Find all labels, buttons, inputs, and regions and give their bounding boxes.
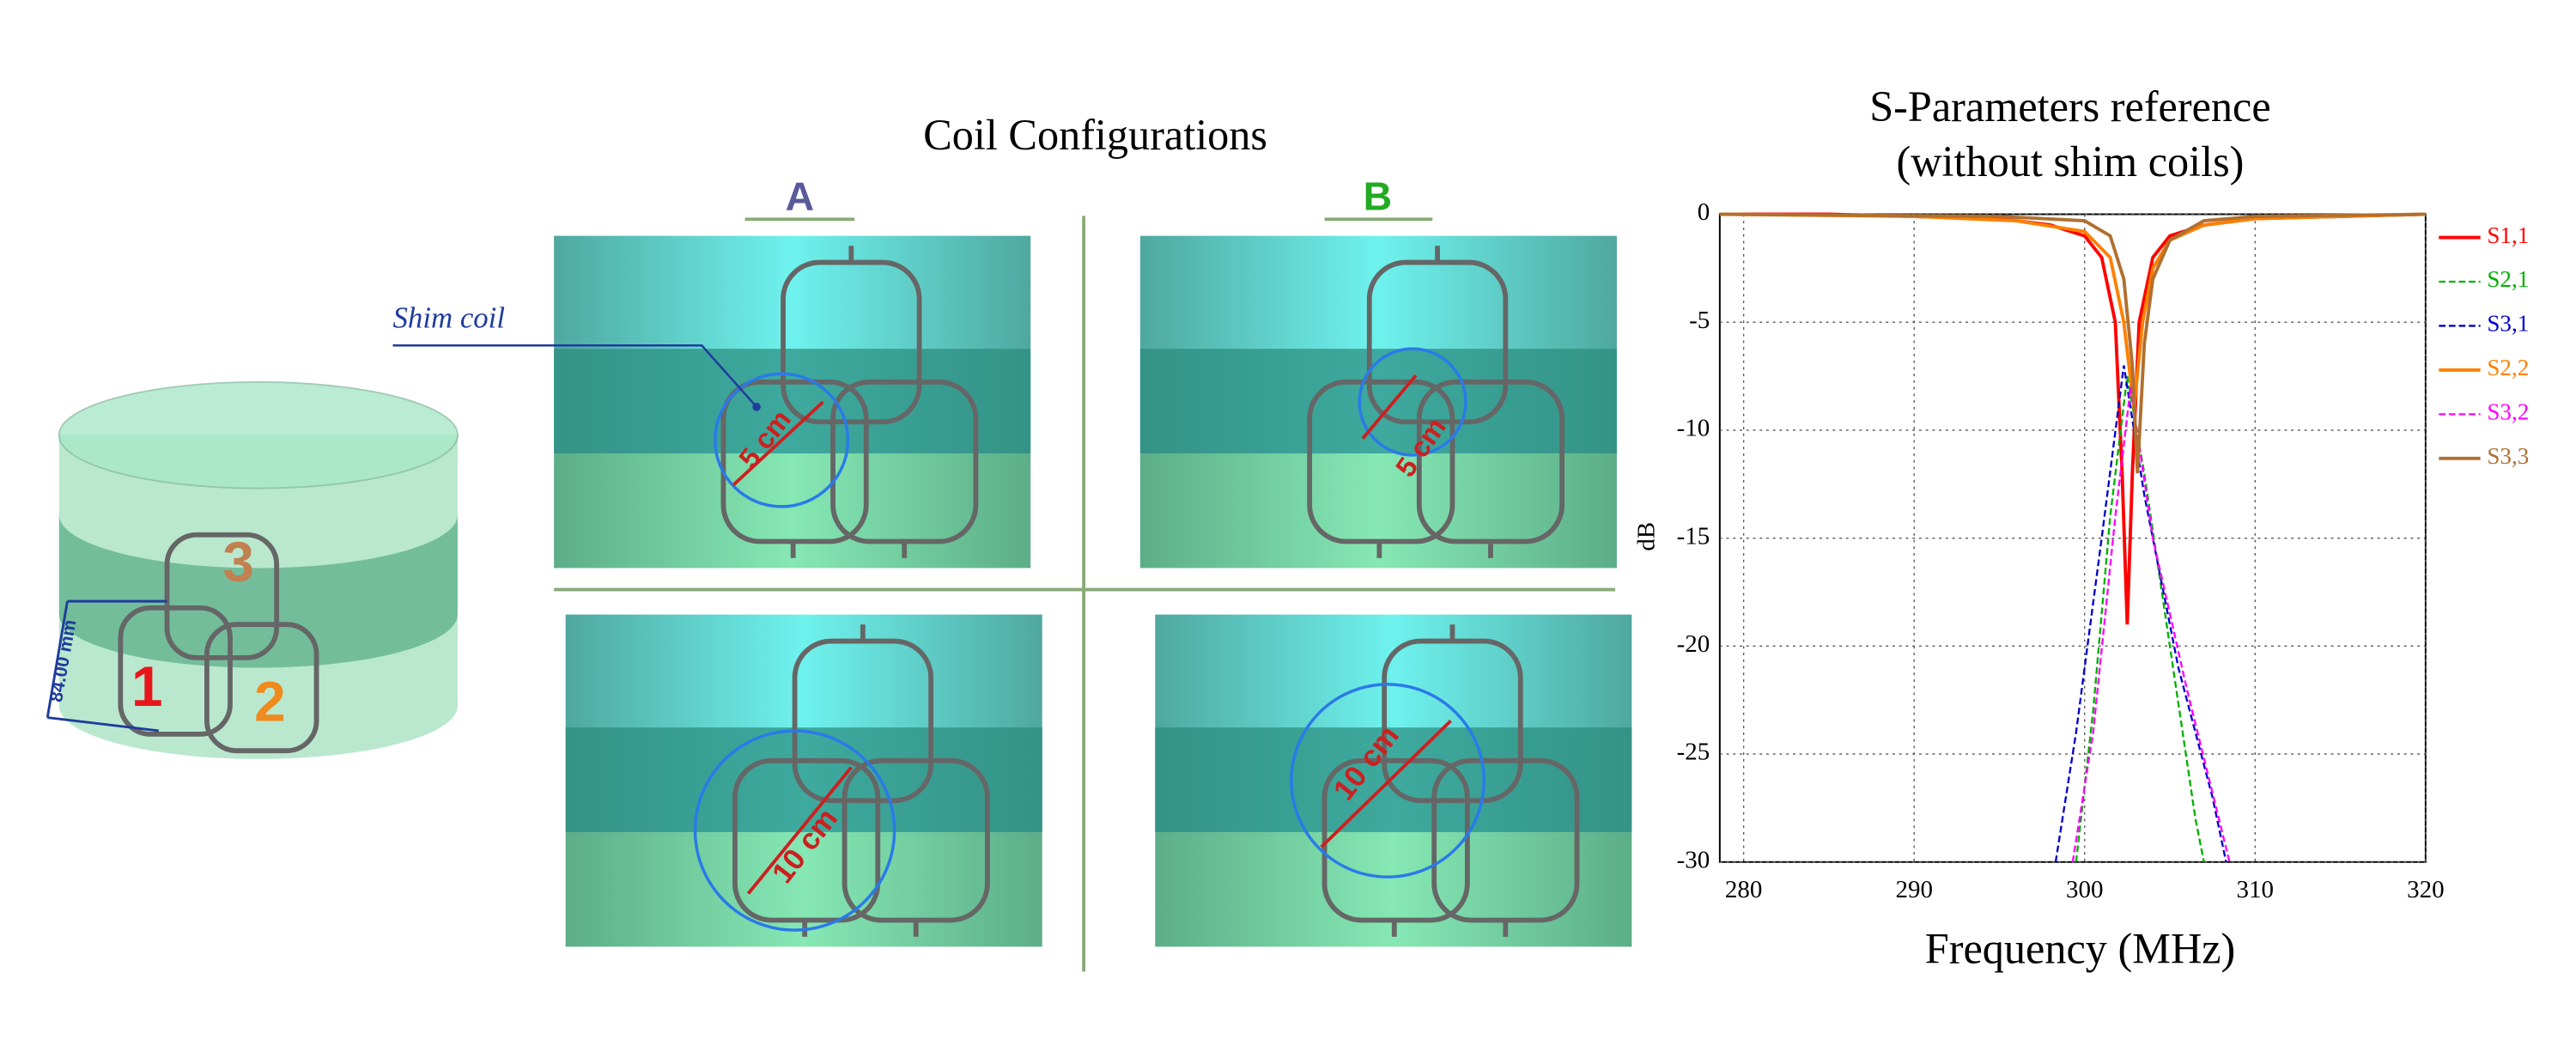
series-line <box>2075 375 2205 863</box>
y-tick-label: -15 <box>1677 522 1710 550</box>
legend-label: S3,1 <box>2487 311 2529 337</box>
legend-label: S2,1 <box>2487 266 2529 292</box>
x-tick-label: 320 <box>2407 876 2445 903</box>
coil-configurations: Coil Configurations A B 5 cm 5 cm 10 cm … <box>393 111 1632 972</box>
legend-label: S3,2 <box>2487 399 2529 425</box>
cylinder-illustration: 84.00 mm 1 2 3 <box>46 380 459 759</box>
series-line <box>1719 212 2426 625</box>
legend-label: S2,2 <box>2487 355 2529 380</box>
y-axis-label: dB <box>1632 522 1660 551</box>
series-line <box>1719 212 2426 474</box>
y-tick-label: -10 <box>1677 415 1710 442</box>
chart-subtitle: (without shim coils) <box>1896 137 2244 185</box>
chart: S-Parameters reference (without shim coi… <box>1632 82 2529 973</box>
legend-label: S3,3 <box>2487 443 2529 469</box>
y-tick-label: -25 <box>1677 739 1710 766</box>
y-tick-label: -30 <box>1677 846 1710 873</box>
section-title: Coil Configurations <box>923 111 1267 159</box>
coil-number: 3 <box>222 530 254 593</box>
coil-number: 1 <box>131 654 163 718</box>
x-tick-label: 280 <box>1725 876 1762 903</box>
y-tick-label: -5 <box>1689 307 1710 334</box>
series-line <box>2071 386 2231 863</box>
coil-number: 2 <box>254 669 286 733</box>
y-tick-label: -20 <box>1677 630 1710 658</box>
legend-label: S1,1 <box>2487 222 2529 248</box>
x-tick-label: 290 <box>1895 876 1933 903</box>
chart-title: S-Parameters reference <box>1869 82 2270 131</box>
x-axis-label: Frequency (MHz) <box>1925 925 2236 973</box>
column-label: B <box>1364 173 1393 218</box>
shim-label: Shim coil <box>393 301 505 334</box>
x-tick-label: 300 <box>2066 876 2104 903</box>
x-tick-label: 310 <box>2237 876 2275 903</box>
column-label: A <box>786 173 815 218</box>
y-tick-label: 0 <box>1698 198 1710 226</box>
series-line <box>2054 365 2227 863</box>
series-line <box>1719 212 2426 410</box>
